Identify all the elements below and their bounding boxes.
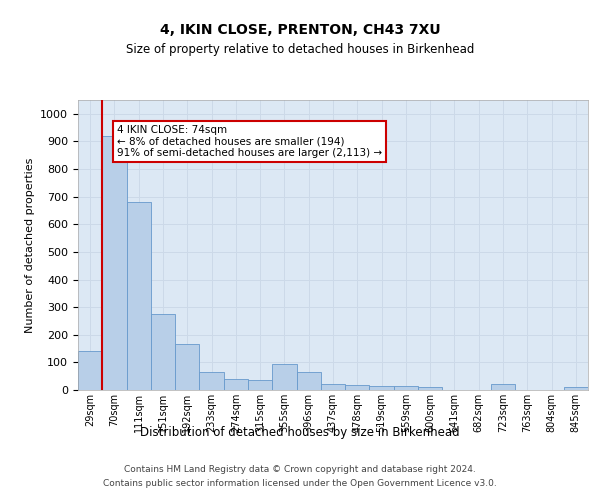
Bar: [151, 314, 175, 390]
Text: 4, IKIN CLOSE, PRENTON, CH43 7XU: 4, IKIN CLOSE, PRENTON, CH43 7XU: [160, 22, 440, 36]
Bar: [175, 344, 199, 390]
Text: Contains HM Land Registry data © Crown copyright and database right 2024.: Contains HM Land Registry data © Crown c…: [124, 464, 476, 473]
Bar: [394, 386, 418, 390]
Bar: [321, 384, 345, 390]
Bar: [199, 372, 224, 390]
Bar: [418, 387, 442, 390]
Bar: [248, 380, 272, 390]
Bar: [370, 386, 394, 390]
Bar: [345, 385, 370, 390]
Bar: [564, 386, 588, 390]
Bar: [78, 352, 102, 390]
Bar: [272, 364, 296, 390]
Text: Size of property relative to detached houses in Birkenhead: Size of property relative to detached ho…: [126, 42, 474, 56]
Bar: [491, 384, 515, 390]
Text: 4 IKIN CLOSE: 74sqm
← 8% of detached houses are smaller (194)
91% of semi-detach: 4 IKIN CLOSE: 74sqm ← 8% of detached hou…: [117, 125, 382, 158]
Bar: [127, 202, 151, 390]
Bar: [224, 379, 248, 390]
Text: Distribution of detached houses by size in Birkenhead: Distribution of detached houses by size …: [140, 426, 460, 439]
Text: Contains public sector information licensed under the Open Government Licence v3: Contains public sector information licen…: [103, 478, 497, 488]
Bar: [102, 136, 127, 390]
Bar: [296, 372, 321, 390]
Y-axis label: Number of detached properties: Number of detached properties: [25, 158, 35, 332]
